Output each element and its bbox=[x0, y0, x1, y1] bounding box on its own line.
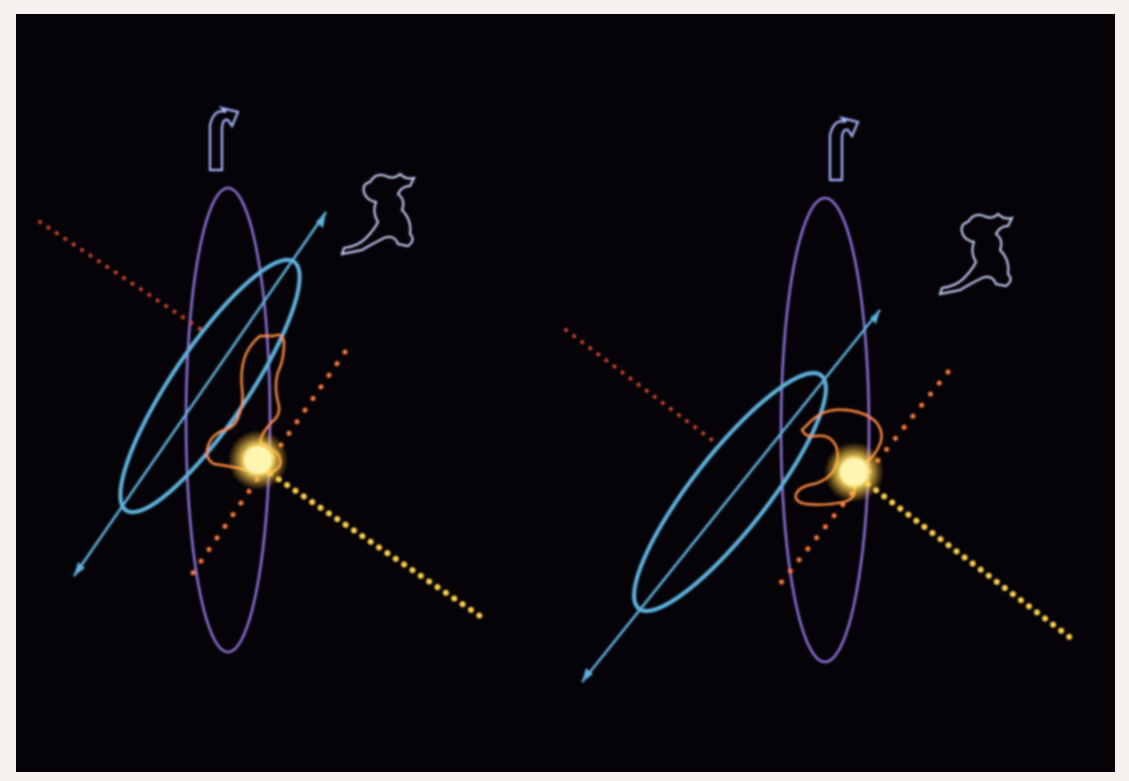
tilted-orbit bbox=[632, 371, 828, 613]
aquarius-figure-icon bbox=[340, 172, 416, 256]
right-panel bbox=[564, 115, 1079, 683]
rotation-arrow-icon bbox=[828, 115, 860, 182]
ecliptic-ellipse bbox=[779, 196, 871, 664]
far-dotted-line bbox=[38, 220, 207, 334]
rotation-arrow-icon bbox=[208, 105, 240, 172]
far-dotted-line bbox=[564, 328, 714, 442]
sun-core bbox=[840, 458, 868, 486]
ecliptic-ellipse bbox=[184, 186, 272, 654]
sun-core bbox=[244, 446, 272, 474]
orbit-axis bbox=[72, 211, 328, 577]
perpendicular-dotted-line bbox=[777, 369, 951, 587]
axis-arrowhead-top bbox=[870, 310, 880, 324]
axis-arrowhead-top bbox=[316, 212, 326, 228]
orbit-axis bbox=[581, 309, 881, 683]
sun-line bbox=[259, 465, 483, 619]
background bbox=[16, 14, 1115, 772]
axis-arrowhead-bottom bbox=[74, 562, 85, 576]
left-panel bbox=[38, 105, 483, 654]
axis-arrowhead-bottom bbox=[582, 668, 593, 682]
sagittarius-figure-icon bbox=[794, 408, 883, 506]
aquarius-figure-icon bbox=[938, 212, 1014, 296]
